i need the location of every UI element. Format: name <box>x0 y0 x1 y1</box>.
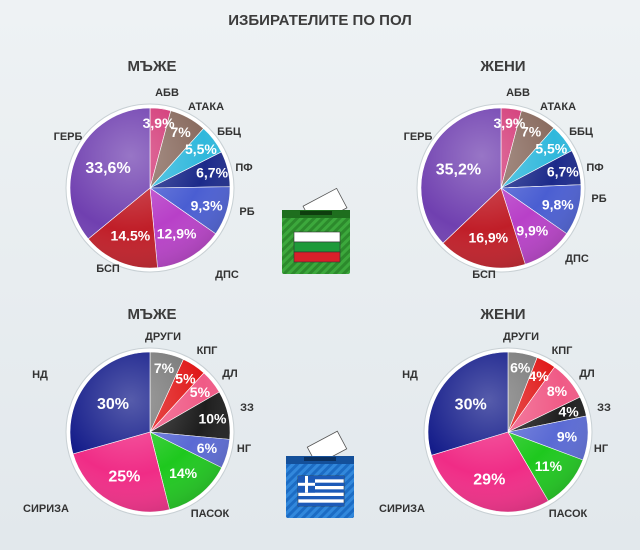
data-label-ДЛ: 8% <box>547 383 568 399</box>
category-label-АТАКА: АТАКА <box>540 101 576 113</box>
category-label-БСП: БСП <box>96 263 120 275</box>
category-label-ЗЗ: ЗЗ <box>597 402 611 414</box>
data-label-ДПС: 9,9% <box>516 223 548 239</box>
chart-title: ИЗБИРАТЕЛИТЕ ПО ПОЛ <box>228 12 412 29</box>
data-label-АТАКА: 7% <box>170 124 191 140</box>
data-label-КПГ: 5% <box>175 371 196 387</box>
category-label-СИРИЗА: СИРИЗА <box>379 503 425 515</box>
data-label-БСП: 14.5% <box>111 227 151 243</box>
women-title-gr: ЖЕНИ <box>480 306 526 323</box>
category-label-ПФ: ПФ <box>586 162 603 174</box>
data-label-ЗЗ: 10% <box>198 410 227 426</box>
category-label-АБВ: АБВ <box>506 87 530 99</box>
category-label-ЗЗ: ЗЗ <box>240 402 254 414</box>
category-label-ББЦ: ББЦ <box>217 126 241 138</box>
category-label-БСП: БСП <box>472 269 496 281</box>
data-label-СИРИЗА: 29% <box>473 472 505 489</box>
pie-chart-3: 7%5%5%10%6%14%25%30%ДРУГИКПГДЛЗЗНГПАСОКС… <box>23 331 254 520</box>
women-title-bg: ЖЕНИ <box>480 58 526 75</box>
category-label-РБ: РБ <box>239 206 254 218</box>
men-title-gr: МЪЖЕ <box>127 306 177 323</box>
pie-chart-2: 3,9%7%5,5% 6,7% 9,8% 9,9% 16,9% 35,2% АБВ АТАКА… <box>404 87 607 281</box>
category-label-СИРИЗА: СИРИЗА <box>23 503 69 515</box>
pie-chart-4: 6%4%8%4%9%11%29%30%ДРУГИКПГДЛЗЗНГПАСОКСИ… <box>379 331 611 520</box>
data-label-ДЛ: 5% <box>190 384 211 400</box>
data-label-ДРУГИ: 6% <box>510 360 531 376</box>
category-label-КПГ: КПГ <box>197 345 219 357</box>
data-label-НГ: 6% <box>197 440 218 456</box>
category-label-НД: НД <box>402 369 418 381</box>
data-label-ПФ: 6,7% <box>547 163 579 179</box>
data-label-ДРУГИ: 7% <box>154 360 175 376</box>
data-label-РБ: 9,8% <box>542 197 574 213</box>
category-label-ПФ: ПФ <box>235 162 252 174</box>
data-label-ПАСОК: 14% <box>169 465 198 481</box>
category-label-НГ: НГ <box>237 443 252 455</box>
men-title-bg: МЪЖЕ <box>127 58 177 75</box>
data-label-ГЕРБ: 33,6% <box>85 160 130 177</box>
data-label-ДПС: 12,9% <box>157 226 197 242</box>
category-label-НГ: НГ <box>594 443 609 455</box>
category-label-ДПС: ДПС <box>565 253 589 265</box>
category-label-РБ: РБ <box>591 193 606 205</box>
data-label-НД: 30% <box>455 396 487 413</box>
data-label-ЗЗ: 4% <box>558 404 579 420</box>
data-label-АБВ: 3,9% <box>493 115 525 131</box>
data-label-НД: 30% <box>97 396 129 413</box>
pie-chart-1: 3,9%7%5,5% 6,7% 9,3% 12,9% 14.5% 33,6% АБВ АТАК… <box>54 87 255 281</box>
category-label-ДПС: ДПС <box>215 269 239 281</box>
bulgaria-ballot-box-icon <box>282 187 350 274</box>
data-label-РБ: 9,3% <box>191 197 223 213</box>
category-label-АБВ: АБВ <box>155 87 179 99</box>
category-label-ГЕРБ: ГЕРБ <box>404 131 433 143</box>
category-label-ДРУГИ: ДРУГИ <box>145 331 181 343</box>
data-label-ПФ: 6,7% <box>196 165 228 181</box>
category-label-КПГ: КПГ <box>552 345 574 357</box>
category-label-ДЛ: ДЛ <box>222 368 238 380</box>
category-label-НД: НД <box>32 369 48 381</box>
data-label-ПАСОК: 11% <box>535 458 563 474</box>
category-label-ПАСОК: ПАСОК <box>549 508 588 520</box>
data-label-СИРИЗА: 25% <box>108 468 140 485</box>
data-label-ББЦ: 5,5% <box>535 140 567 156</box>
category-label-ББЦ: ББЦ <box>569 126 593 138</box>
category-label-ДРУГИ: ДРУГИ <box>503 331 539 343</box>
data-label-ББЦ: 5,5% <box>185 141 217 157</box>
data-label-БСП: 16,9% <box>468 230 508 246</box>
data-label-АТАКА: 7% <box>521 124 542 140</box>
category-label-ГЕРБ: ГЕРБ <box>54 131 83 143</box>
data-label-НГ: 9% <box>557 429 578 445</box>
category-label-ПАСОК: ПАСОК <box>191 508 230 520</box>
data-label-КПГ: 4% <box>528 368 549 384</box>
data-label-ГЕРБ: 35,2% <box>436 162 481 179</box>
data-label-АБВ: 3,9% <box>143 115 175 131</box>
category-label-АТАКА: АТАКА <box>188 101 224 113</box>
greece-ballot-box-icon <box>286 430 354 518</box>
category-label-ДЛ: ДЛ <box>579 368 595 380</box>
